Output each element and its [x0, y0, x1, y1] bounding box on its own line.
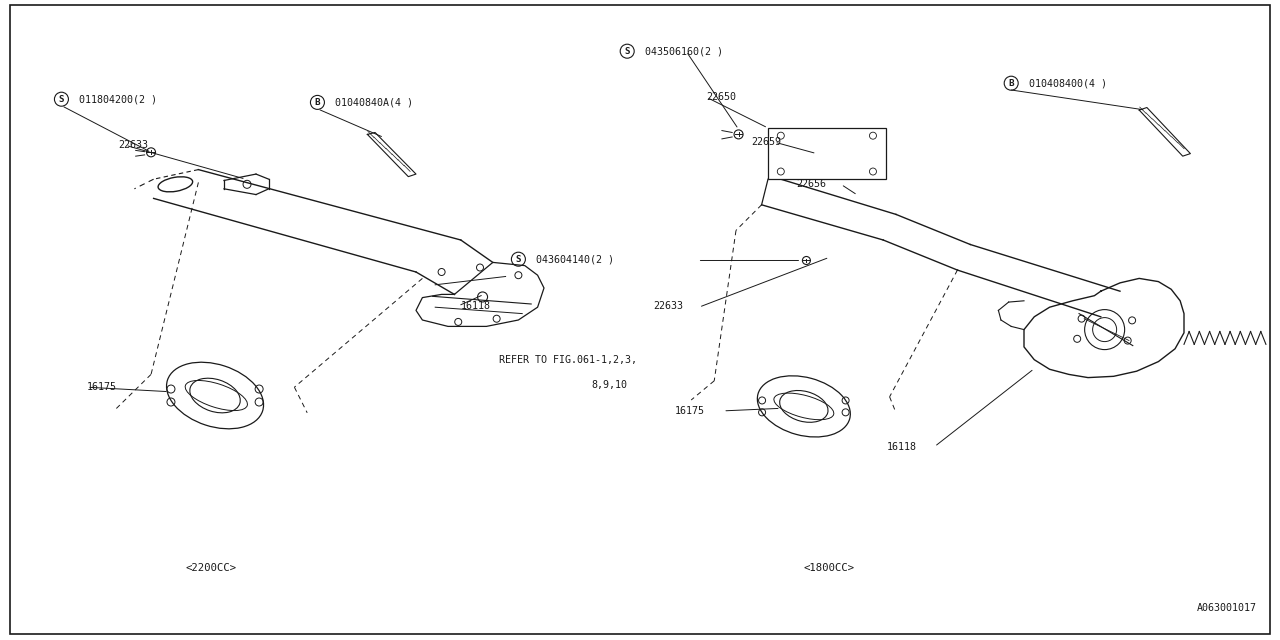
Ellipse shape	[166, 362, 264, 429]
Text: S: S	[516, 255, 521, 264]
Text: 16118: 16118	[461, 301, 490, 311]
Text: 043604140(2 ): 043604140(2 )	[536, 254, 614, 264]
Text: 16118: 16118	[887, 442, 916, 452]
Text: 16175: 16175	[675, 406, 704, 416]
Text: S: S	[59, 95, 64, 104]
Text: 011804200(2 ): 011804200(2 )	[79, 94, 157, 104]
Text: <2200CC>: <2200CC>	[186, 563, 237, 573]
Text: B: B	[1009, 79, 1014, 88]
Polygon shape	[1139, 108, 1190, 156]
Text: S: S	[625, 47, 630, 56]
Text: A063001017: A063001017	[1197, 603, 1257, 613]
Text: 01040840A(4 ): 01040840A(4 )	[335, 97, 413, 108]
Text: 22659: 22659	[751, 137, 781, 147]
Text: 043506160(2 ): 043506160(2 )	[645, 46, 723, 56]
Ellipse shape	[758, 376, 850, 437]
Text: 22633: 22633	[653, 301, 682, 311]
Text: 8,9,10: 8,9,10	[591, 380, 627, 390]
Bar	[768, 128, 886, 179]
Text: 22650: 22650	[707, 92, 736, 102]
Text: 22633: 22633	[118, 140, 147, 150]
Text: 22656: 22656	[796, 179, 826, 189]
Text: 010408400(4 ): 010408400(4 )	[1029, 78, 1107, 88]
Text: <1800CC>: <1800CC>	[804, 563, 855, 573]
Text: B: B	[315, 98, 320, 107]
Text: 16175: 16175	[87, 382, 116, 392]
Polygon shape	[367, 132, 416, 177]
Text: REFER TO FIG.061-1,2,3,: REFER TO FIG.061-1,2,3,	[499, 355, 637, 365]
